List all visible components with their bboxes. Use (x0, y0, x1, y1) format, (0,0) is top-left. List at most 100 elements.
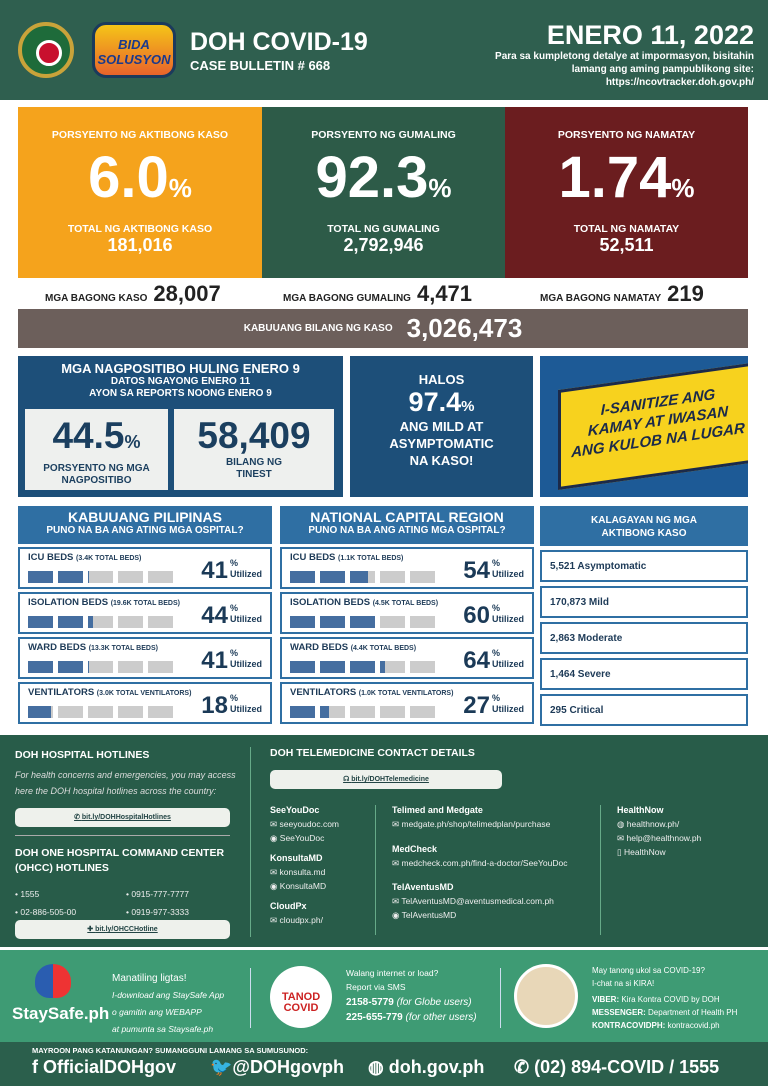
link-text: bit.ly/OHCCHotline (95, 926, 158, 933)
mild-percent: 97.4 (408, 387, 462, 417)
phone-number: (02) 894-COVID / 1555 (534, 1057, 720, 1077)
summary-total-label: TOTAL NG NAMATAY (573, 223, 680, 235)
utilization-percent: 27 (463, 692, 490, 719)
mild-label: ANG MILD AT (399, 419, 484, 434)
link-text: bit.ly/DOHTelemedicine (351, 776, 429, 783)
ohcc-hotline-link[interactable]: ✚ bit.ly/OHCCHotline (15, 920, 230, 939)
hotline-number: • 0915-777-7777 (126, 889, 189, 899)
total-cases-bar: KABUUANG BILANG NG KASO 3,026,473 (18, 309, 748, 348)
tanod-text: Walang internet or load? Report via SMS … (346, 966, 477, 1025)
plus-icon: ✚ (87, 926, 96, 933)
hospital-subtitle: PUNO NA BA ANG ATING MGA OSPITAL? (308, 525, 506, 536)
provider-contact[interactable]: ✉ konsulta.md (270, 867, 326, 877)
summary-total: 2,792,946 (343, 235, 424, 255)
telemedicine-link[interactable]: ☊ bit.ly/DOHTelemedicine (270, 770, 502, 789)
summary-box: PORSYENTO NG NAMATAY 1.74% TOTAL NG NAMA… (505, 107, 748, 278)
provider-name: CloudPx (270, 901, 307, 911)
hotline-number: • 0919-977-3333 (126, 907, 189, 917)
provider-contact[interactable]: ✉ medcheck.com.ph/find-a-doctor/SeeYouDo… (392, 858, 568, 868)
kira-key: VIBER: (592, 995, 620, 1004)
phone-icon: ✆ (514, 1057, 535, 1077)
ohcc-title: DOH ONE HOSPITAL COMMAND CENTER (15, 847, 225, 859)
phone-link[interactable]: ✆ (02) 894-COVID / 1555 (514, 1057, 719, 1078)
bed-icon (28, 616, 53, 628)
bed-icon (410, 616, 435, 628)
kira-line: I-chat na si KIRA! (592, 979, 655, 988)
bed-icon (118, 571, 143, 583)
resource-capacity: (3.4K TOTAL BEDS) (76, 555, 142, 562)
website-link[interactable]: ◍ doh.gov.ph (368, 1057, 484, 1078)
kira-avatar (514, 964, 578, 1028)
bed-icon (28, 571, 53, 583)
telemed-provider: KonsultaMD ✉ konsulta.md ◉ KonsultaMD (270, 851, 326, 893)
facebook-icon: f (32, 1057, 43, 1077)
utilization-percent: 64 (463, 647, 490, 674)
provider-contact[interactable]: ✉ TelAventusMD@aventusmedical.com.ph (392, 896, 554, 906)
bed-icon (118, 661, 143, 673)
ventilator-icon (320, 706, 345, 718)
sanitize-banner: I-SANITIZE ANG KAMAY AT IWASAN ANG KULOB… (540, 356, 748, 497)
provider-contact[interactable]: ▯ HealthNow (617, 847, 666, 857)
utilized-label: Utilized (491, 569, 524, 579)
hotlines-title: DOH HOSPITAL HOTLINES (15, 749, 150, 761)
resource-name: ISOLATION BEDS (290, 597, 371, 608)
kira-text: May tanong ukol sa COVID-19? I-chat na s… (592, 964, 737, 1032)
status-item: 5,521 Asymptomatic (540, 550, 748, 582)
hotlines-desc: here the DOH hospital hotlines across th… (15, 786, 217, 796)
header-note: Para sa kumpletong detalye at impormasyo… (495, 51, 754, 88)
provider-contact[interactable]: ◉ KonsultaMD (270, 881, 327, 891)
provider-contact[interactable]: ✉ seeyoudoc.com (270, 819, 340, 829)
telemed-provider: SeeYouDoc ✉ seeyoudoc.com ◉ SeeYouDoc (270, 803, 339, 845)
active-case-status: KALAGAYAN NG MGA AKTIBONG KASO 5,521 Asym… (540, 506, 748, 726)
resource-capacity: (3.0K TOTAL VENTILATORS) (96, 690, 192, 697)
link-text: bit.ly/DOHHospitalHotlines (81, 814, 171, 821)
bed-icon (380, 571, 405, 583)
sms-note: (for Globe users) (396, 997, 472, 1008)
bed-icon (380, 616, 405, 628)
bida-solusyon-logo: BIDA SOLUSYON (92, 22, 176, 78)
kira-value: Department of Health PH (648, 1008, 738, 1017)
summary-label: PORSYENTO NG GUMALING (311, 129, 456, 141)
status-item: 170,873 Mild (540, 586, 748, 618)
provider-contact[interactable]: ✉ cloudpx.ph/ (270, 915, 323, 925)
staysafe-heart-icon (35, 964, 71, 998)
kira-key: MESSENGER: (592, 1008, 646, 1017)
bed-icon (118, 616, 143, 628)
provider-contact[interactable]: ◉ SeeYouDoc (270, 833, 325, 843)
rate-label: NAGPOSITIBO (61, 475, 132, 486)
utilization-row: ICU BEDS (3.4K TOTAL BEDS) 41% Utilized (18, 547, 272, 589)
provider-name: HealthNow (617, 805, 664, 815)
resource-name: ISOLATION BEDS (28, 597, 109, 608)
hospital-hotlines-link[interactable]: ✆ bit.ly/DOHHospitalHotlines (15, 808, 230, 827)
new-value: 4,471 (416, 281, 473, 306)
ventilator-icon (118, 706, 143, 718)
provider-contact[interactable]: ✉ medgate.ph/shop/telimedplan/purchase (392, 819, 551, 829)
twitter-link[interactable]: 🐦@DOHgovph (210, 1057, 344, 1078)
utilization-percent: 18 (201, 692, 228, 719)
percent-sign: % (229, 558, 238, 568)
staysafe-line: Manatiling ligtas! (112, 973, 187, 984)
ventilator-icon (350, 706, 375, 718)
contact-section: DOH HOSPITAL HOTLINES For health concern… (0, 735, 768, 947)
hotline-number: • 02-886-505-00 (15, 907, 77, 917)
utilized-label: Utilized (229, 704, 262, 714)
utilized-label: Utilized (491, 659, 524, 669)
summary-total-label: TOTAL NG AKTIBONG KASO (67, 223, 213, 235)
total-cases-label: KABUUANG BILANG NG KASO (243, 323, 393, 334)
provider-contact[interactable]: ◍ healthnow.ph/ (617, 819, 680, 829)
ventilator-icon (58, 706, 83, 718)
provider-contact[interactable]: ◉ TelAventusMD (392, 910, 457, 920)
bed-icon (350, 571, 375, 583)
bed-icon (148, 571, 173, 583)
percent-sign: % (428, 173, 452, 203)
telemed-title: DOH TELEMEDICINE CONTACT DETAILS (270, 747, 475, 759)
bed-icon (320, 571, 345, 583)
utilization-row: VENTILATORS (1.0K TOTAL VENTILATORS) 27%… (280, 682, 534, 724)
sms-number: 2158-5779 (346, 997, 394, 1008)
bed-icon (148, 661, 173, 673)
facebook-link[interactable]: f OfficialDOHgov (32, 1057, 176, 1078)
provider-contact[interactable]: ✉ help@healthnow.ph (617, 833, 702, 843)
bulletin-number: CASE BULLETIN # 668 (190, 58, 331, 73)
bed-icon (58, 616, 83, 628)
positivity-sub1: DATOS NGAYONG ENERO 11 (110, 376, 251, 387)
